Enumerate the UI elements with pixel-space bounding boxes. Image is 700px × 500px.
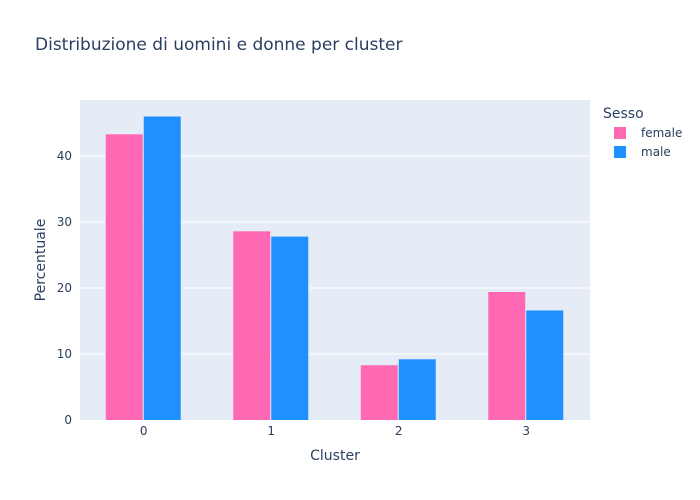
y-tick-label: 30 [57,215,72,229]
bar-female-cluster-1[interactable] [233,231,271,420]
legend-title: Sesso [603,106,644,122]
legend-label-female[interactable]: female [641,126,682,140]
legend-swatch-male[interactable] [614,146,626,158]
x-tick-label: 2 [395,424,403,438]
y-tick-label: 20 [57,281,72,295]
chart-title: Distribuzione di uomini e donne per clus… [35,35,403,55]
bar-female-cluster-0[interactable] [105,134,143,421]
bar-female-cluster-2[interactable] [360,365,398,420]
bar-male-cluster-2[interactable] [398,359,436,420]
legend-label-male[interactable]: male [641,145,671,159]
y-tick-label: 40 [57,149,72,163]
y-axis-ticks: 0 10 20 30 40 [57,149,72,427]
bar-male-cluster-0[interactable] [143,116,181,420]
x-tick-label: 1 [267,424,275,438]
y-tick-label: 10 [57,347,72,361]
bar-male-cluster-3[interactable] [526,310,564,420]
x-axis-ticks: 0 1 2 3 [140,424,530,438]
bar-male-cluster-1[interactable] [271,236,309,420]
y-axis-title: Percentuale [33,219,49,302]
legend-swatch-female[interactable] [614,127,626,139]
x-tick-label: 3 [522,424,530,438]
bars[interactable] [105,116,564,421]
x-tick-label: 0 [140,424,148,438]
bar-female-cluster-3[interactable] [488,292,526,420]
x-axis-title: Cluster [310,448,360,464]
legend[interactable]: Sesso female male [603,106,682,159]
y-tick-label: 0 [64,413,72,427]
